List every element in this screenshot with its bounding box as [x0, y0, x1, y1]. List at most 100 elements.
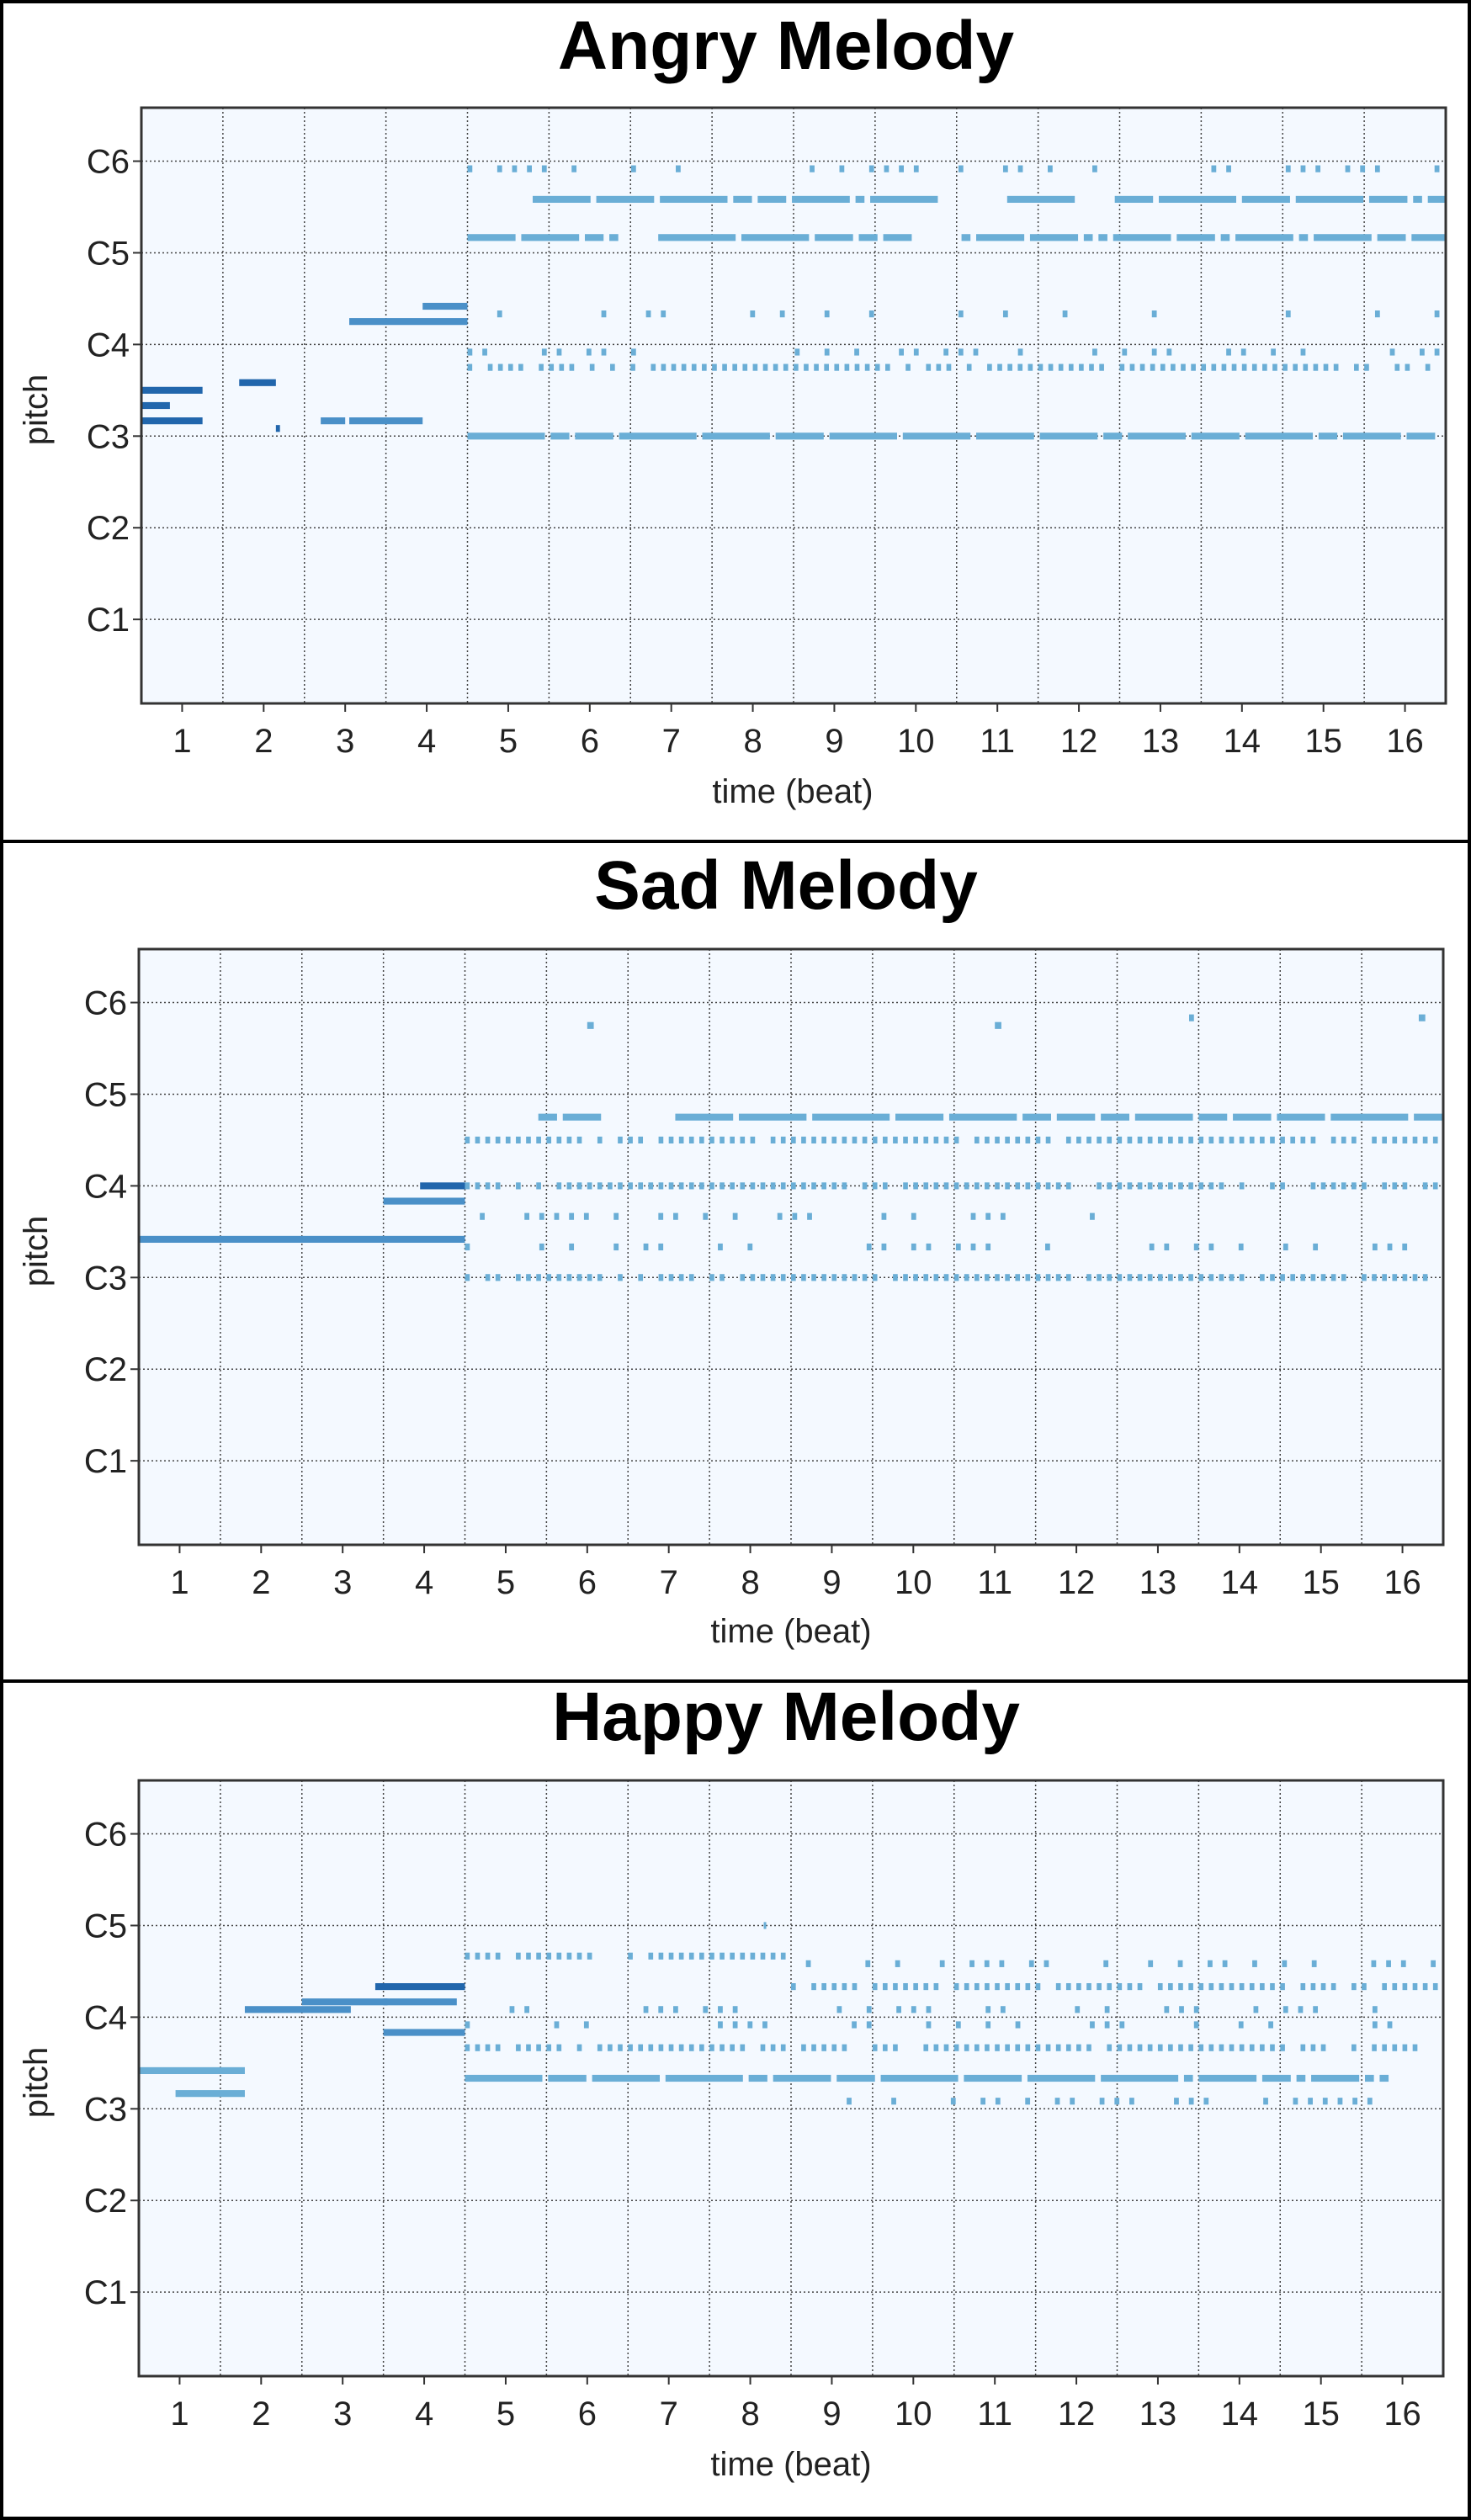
note: [1387, 1243, 1393, 1251]
note: [539, 1243, 544, 1251]
note: [1300, 348, 1306, 356]
note: [858, 234, 878, 241]
note: [658, 2006, 664, 2013]
note: [1208, 1274, 1214, 1281]
note: [1015, 2021, 1021, 2029]
note: [1176, 234, 1215, 241]
note: [985, 1243, 991, 1251]
note: [1056, 1113, 1096, 1121]
note: [1035, 2044, 1041, 2051]
note: [1117, 2044, 1123, 2051]
note: [836, 2074, 875, 2082]
note: [750, 310, 756, 318]
note: [699, 2044, 704, 2051]
note: [980, 2098, 986, 2105]
note: [1272, 363, 1277, 371]
note: [516, 1274, 521, 1281]
note: [702, 432, 770, 440]
note: [638, 2044, 644, 2051]
note: [556, 1952, 562, 1960]
note: [780, 1136, 786, 1144]
note: [699, 1136, 704, 1144]
note: [821, 1136, 826, 1144]
note: [630, 165, 636, 172]
note: [1089, 363, 1094, 371]
note: [926, 363, 932, 371]
note: [1241, 195, 1290, 204]
note: [1181, 363, 1186, 371]
y-axis-label: pitch: [18, 1216, 55, 1287]
note: [556, 2044, 562, 2051]
note: [1025, 1982, 1031, 1991]
note: [864, 363, 870, 371]
note: [899, 165, 904, 172]
note: [1310, 1274, 1316, 1281]
note: [505, 1136, 511, 1144]
note: [1239, 2044, 1245, 2051]
y-tick-label: C4: [84, 1168, 127, 1205]
note: [1005, 1136, 1010, 1144]
note: [648, 1952, 654, 1960]
note: [762, 2021, 767, 2029]
note: [831, 2044, 837, 2051]
note: [958, 348, 964, 356]
note: [485, 2044, 491, 2051]
note: [1402, 1982, 1408, 1991]
plot-frame: [137, 1779, 1445, 2378]
note: [718, 1243, 723, 1251]
note: [485, 1136, 491, 1144]
note: [1039, 432, 1098, 440]
note: [516, 1952, 521, 1960]
note: [559, 363, 565, 371]
note: [893, 1136, 898, 1144]
note: [953, 2044, 959, 2051]
note: [1104, 2006, 1110, 2013]
note: [1107, 1136, 1113, 1144]
note: [1104, 2021, 1110, 2029]
note: [775, 432, 824, 440]
note: [1159, 195, 1236, 204]
note: [1270, 2044, 1275, 2051]
note: [1168, 1274, 1173, 1281]
note: [955, 2021, 961, 2029]
note: [1117, 1182, 1123, 1190]
note: [1220, 234, 1230, 241]
note: [1239, 1982, 1245, 1991]
note: [1114, 2098, 1120, 2105]
note: [1392, 1982, 1398, 1991]
note: [1114, 195, 1154, 204]
note: [1389, 348, 1395, 356]
note: [943, 1182, 949, 1190]
note: [658, 1136, 664, 1144]
note: [1193, 1243, 1199, 1251]
y-axis-label: pitch: [18, 374, 55, 446]
note: [926, 2021, 932, 2029]
note: [1097, 1182, 1102, 1190]
note: [1147, 1182, 1153, 1190]
note: [1128, 432, 1186, 440]
x-tick-label: 7: [660, 2395, 678, 2432]
note: [903, 1136, 908, 1144]
note: [1320, 2044, 1326, 2051]
note: [658, 1243, 664, 1251]
note: [969, 1960, 974, 1967]
note: [597, 1274, 603, 1281]
note: [1311, 2074, 1360, 2082]
note: [1178, 1274, 1183, 1281]
note: [1239, 1274, 1245, 1281]
note: [913, 165, 919, 172]
note: [810, 165, 815, 172]
note: [923, 1136, 929, 1144]
note: [1086, 2044, 1091, 2051]
note: [465, 2021, 470, 2029]
note: [791, 1136, 796, 1144]
note: [1400, 1960, 1406, 1967]
note: [1311, 1960, 1317, 1967]
note: [1191, 363, 1196, 371]
note: [628, 1136, 633, 1144]
note: [839, 165, 845, 172]
note: [1226, 165, 1231, 172]
note: [1219, 1136, 1224, 1144]
note: [1365, 2074, 1374, 2082]
note: [1285, 310, 1291, 318]
